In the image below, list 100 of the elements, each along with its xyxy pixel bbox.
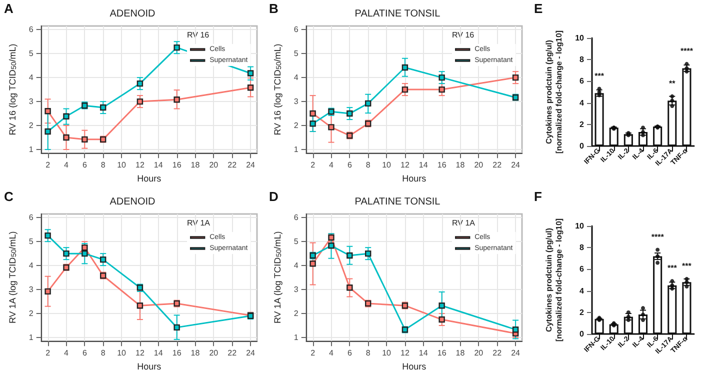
y-tick-label: 5	[294, 237, 299, 246]
x-tick-label: 14	[418, 348, 428, 358]
y-tick-label: 4	[28, 261, 34, 270]
x-tick-label: 20	[209, 160, 219, 170]
point	[136, 98, 144, 105]
x-tick-label: 2	[310, 348, 316, 358]
x-tick-label: 24	[246, 160, 256, 170]
point	[44, 128, 51, 135]
x-axis-title: Hours	[137, 362, 162, 372]
x-tick-label: 4	[329, 348, 334, 358]
y-tick-label: 1	[294, 333, 299, 342]
point	[438, 302, 445, 309]
y-tick-label: 5	[28, 49, 34, 58]
x-tick-label: 24	[246, 348, 256, 358]
x-tick-label: 20	[474, 160, 484, 170]
chart-title: ADENOID	[110, 196, 156, 208]
y-tick-label: 3	[294, 97, 299, 106]
y-tick-label: 6	[294, 25, 299, 34]
y-tick-label: 6	[580, 264, 585, 274]
x-tick-label: 14	[154, 160, 164, 170]
x-tick-label: 16	[172, 348, 182, 358]
point	[63, 113, 70, 120]
x-tick-label: 8	[100, 348, 106, 358]
point	[247, 84, 254, 91]
x-tick-label: 2	[310, 160, 316, 170]
x-tick-label: 20	[209, 348, 219, 358]
y-tick-label: 6	[28, 25, 34, 34]
point	[310, 260, 316, 267]
y-tick-label: 2	[28, 309, 34, 318]
y-tick-label: 2	[580, 120, 585, 129]
x-tick-label: 12	[136, 348, 145, 358]
x-tick-label: 12	[400, 160, 410, 170]
point	[512, 74, 519, 81]
point	[364, 100, 372, 107]
x-tick-label: 6	[82, 348, 88, 358]
point	[247, 70, 254, 76]
y-tick-label: 4	[580, 286, 585, 296]
y-axis-title: Cytokines prodctuin (pg/ul) [normalized fold-change - log10]	[544, 30, 564, 154]
x-tick-label: 8	[366, 160, 371, 170]
x-tick-label: 16	[437, 348, 447, 358]
y-tick-label: 2	[580, 308, 585, 317]
y-tick-label: 4	[294, 261, 299, 270]
x-tick-label: 24	[511, 160, 521, 170]
x-tick-label: 20	[474, 348, 484, 358]
y-tick-label: 2	[28, 121, 34, 130]
chart-title: PALATINE TONSIL	[354, 196, 441, 208]
y-tick-label: 0	[580, 142, 585, 150]
chart-title: PALATINE TONSIL	[354, 8, 441, 20]
x-tick-label: 6	[347, 348, 352, 358]
y-tick-label: 6	[28, 213, 34, 222]
point	[438, 86, 445, 93]
point	[174, 44, 180, 51]
point	[402, 64, 408, 71]
text: D	[269, 189, 278, 204]
point	[63, 134, 70, 141]
x-tick-label: 22	[228, 348, 238, 358]
x-tick-label: 4	[329, 160, 334, 170]
point	[174, 324, 180, 331]
annotation: ***	[667, 264, 678, 273]
y-tick-label: 4	[28, 73, 34, 82]
annotation: ***	[682, 261, 692, 270]
x-axis-title: Hours	[402, 362, 427, 372]
point	[174, 96, 180, 103]
y-tick-label: 5	[294, 49, 299, 58]
text: A	[4, 1, 14, 16]
point	[364, 250, 372, 257]
annotation: ***	[594, 71, 605, 80]
x-tick-label: 8	[100, 160, 106, 170]
point	[310, 120, 316, 127]
y-tick-label: 3	[28, 285, 34, 294]
x-tick-label: 4	[64, 348, 70, 358]
x-tick-label: 16	[172, 160, 182, 170]
x-tick-label: 12	[136, 160, 145, 170]
x-tick-label: 16	[437, 160, 447, 170]
y-tick-label: 1	[28, 333, 34, 342]
x-tick-label: 22	[228, 160, 238, 170]
y-tick-label: 5	[28, 237, 34, 246]
y-tick-label: 8	[580, 55, 585, 64]
annotation: ****	[651, 232, 665, 242]
point	[402, 86, 408, 93]
point	[44, 288, 51, 295]
x-tick-label: 18	[190, 160, 200, 170]
x-tick-label: 10	[117, 160, 127, 170]
x-tick-label: 14	[154, 348, 164, 358]
x-tick-label: 4	[64, 160, 70, 170]
x-tick-label: 18	[190, 348, 200, 358]
y-tick-label: 3	[294, 285, 299, 294]
point	[438, 74, 445, 81]
x-tick-label: 6	[347, 160, 352, 170]
x-tick-label: 8	[366, 348, 371, 358]
point	[346, 252, 353, 259]
point	[100, 256, 106, 263]
point	[136, 302, 144, 309]
y-tick-label: 6	[580, 76, 585, 86]
text: C	[4, 189, 14, 204]
chart-title: ADENOID	[110, 8, 156, 20]
point	[136, 80, 144, 87]
x-tick-label: 24	[511, 348, 521, 358]
x-tick-label: 18	[456, 160, 466, 170]
x-tick-label: 6	[82, 160, 88, 170]
